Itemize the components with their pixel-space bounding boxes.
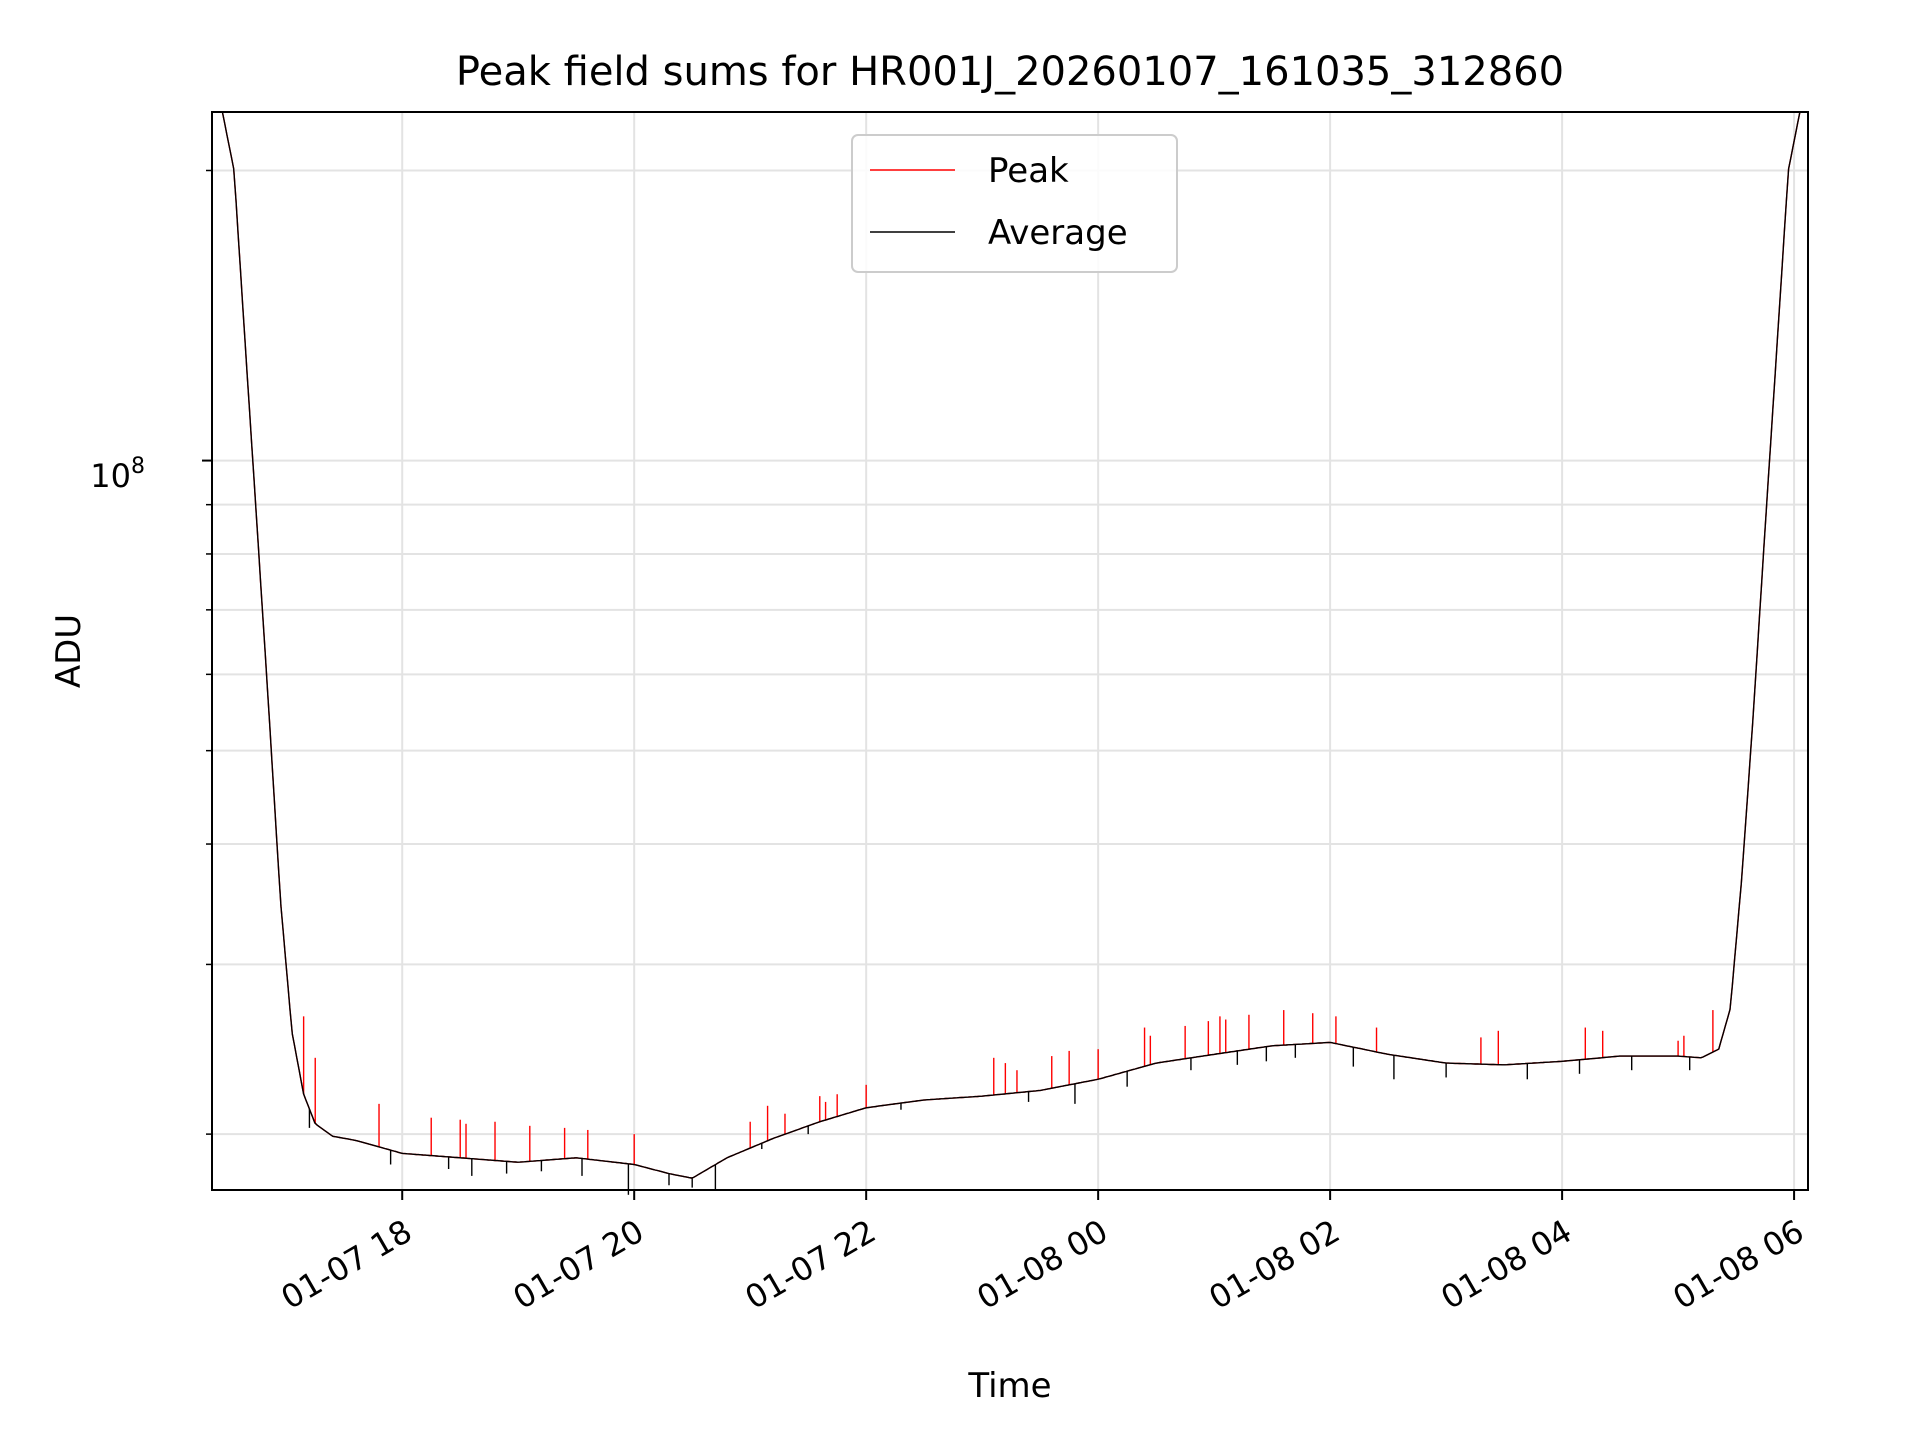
legend-peak-label: Peak — [988, 151, 1069, 191]
axes-frame — [211, 111, 1809, 1191]
x-axis-label: Time — [967, 1366, 1051, 1406]
grid-lines — [212, 112, 1808, 1190]
legend-average-label: Average — [988, 213, 1128, 253]
average-series-line — [221, 112, 1801, 1179]
legend: Peak Average — [851, 134, 1178, 273]
y-tick-label-major: 108 — [90, 454, 145, 495]
y-axis-label: ADU — [49, 614, 89, 688]
plot-series — [221, 112, 1801, 1195]
chart-title: Peak field sums for HR001J_20260107_1610… — [456, 49, 1564, 95]
